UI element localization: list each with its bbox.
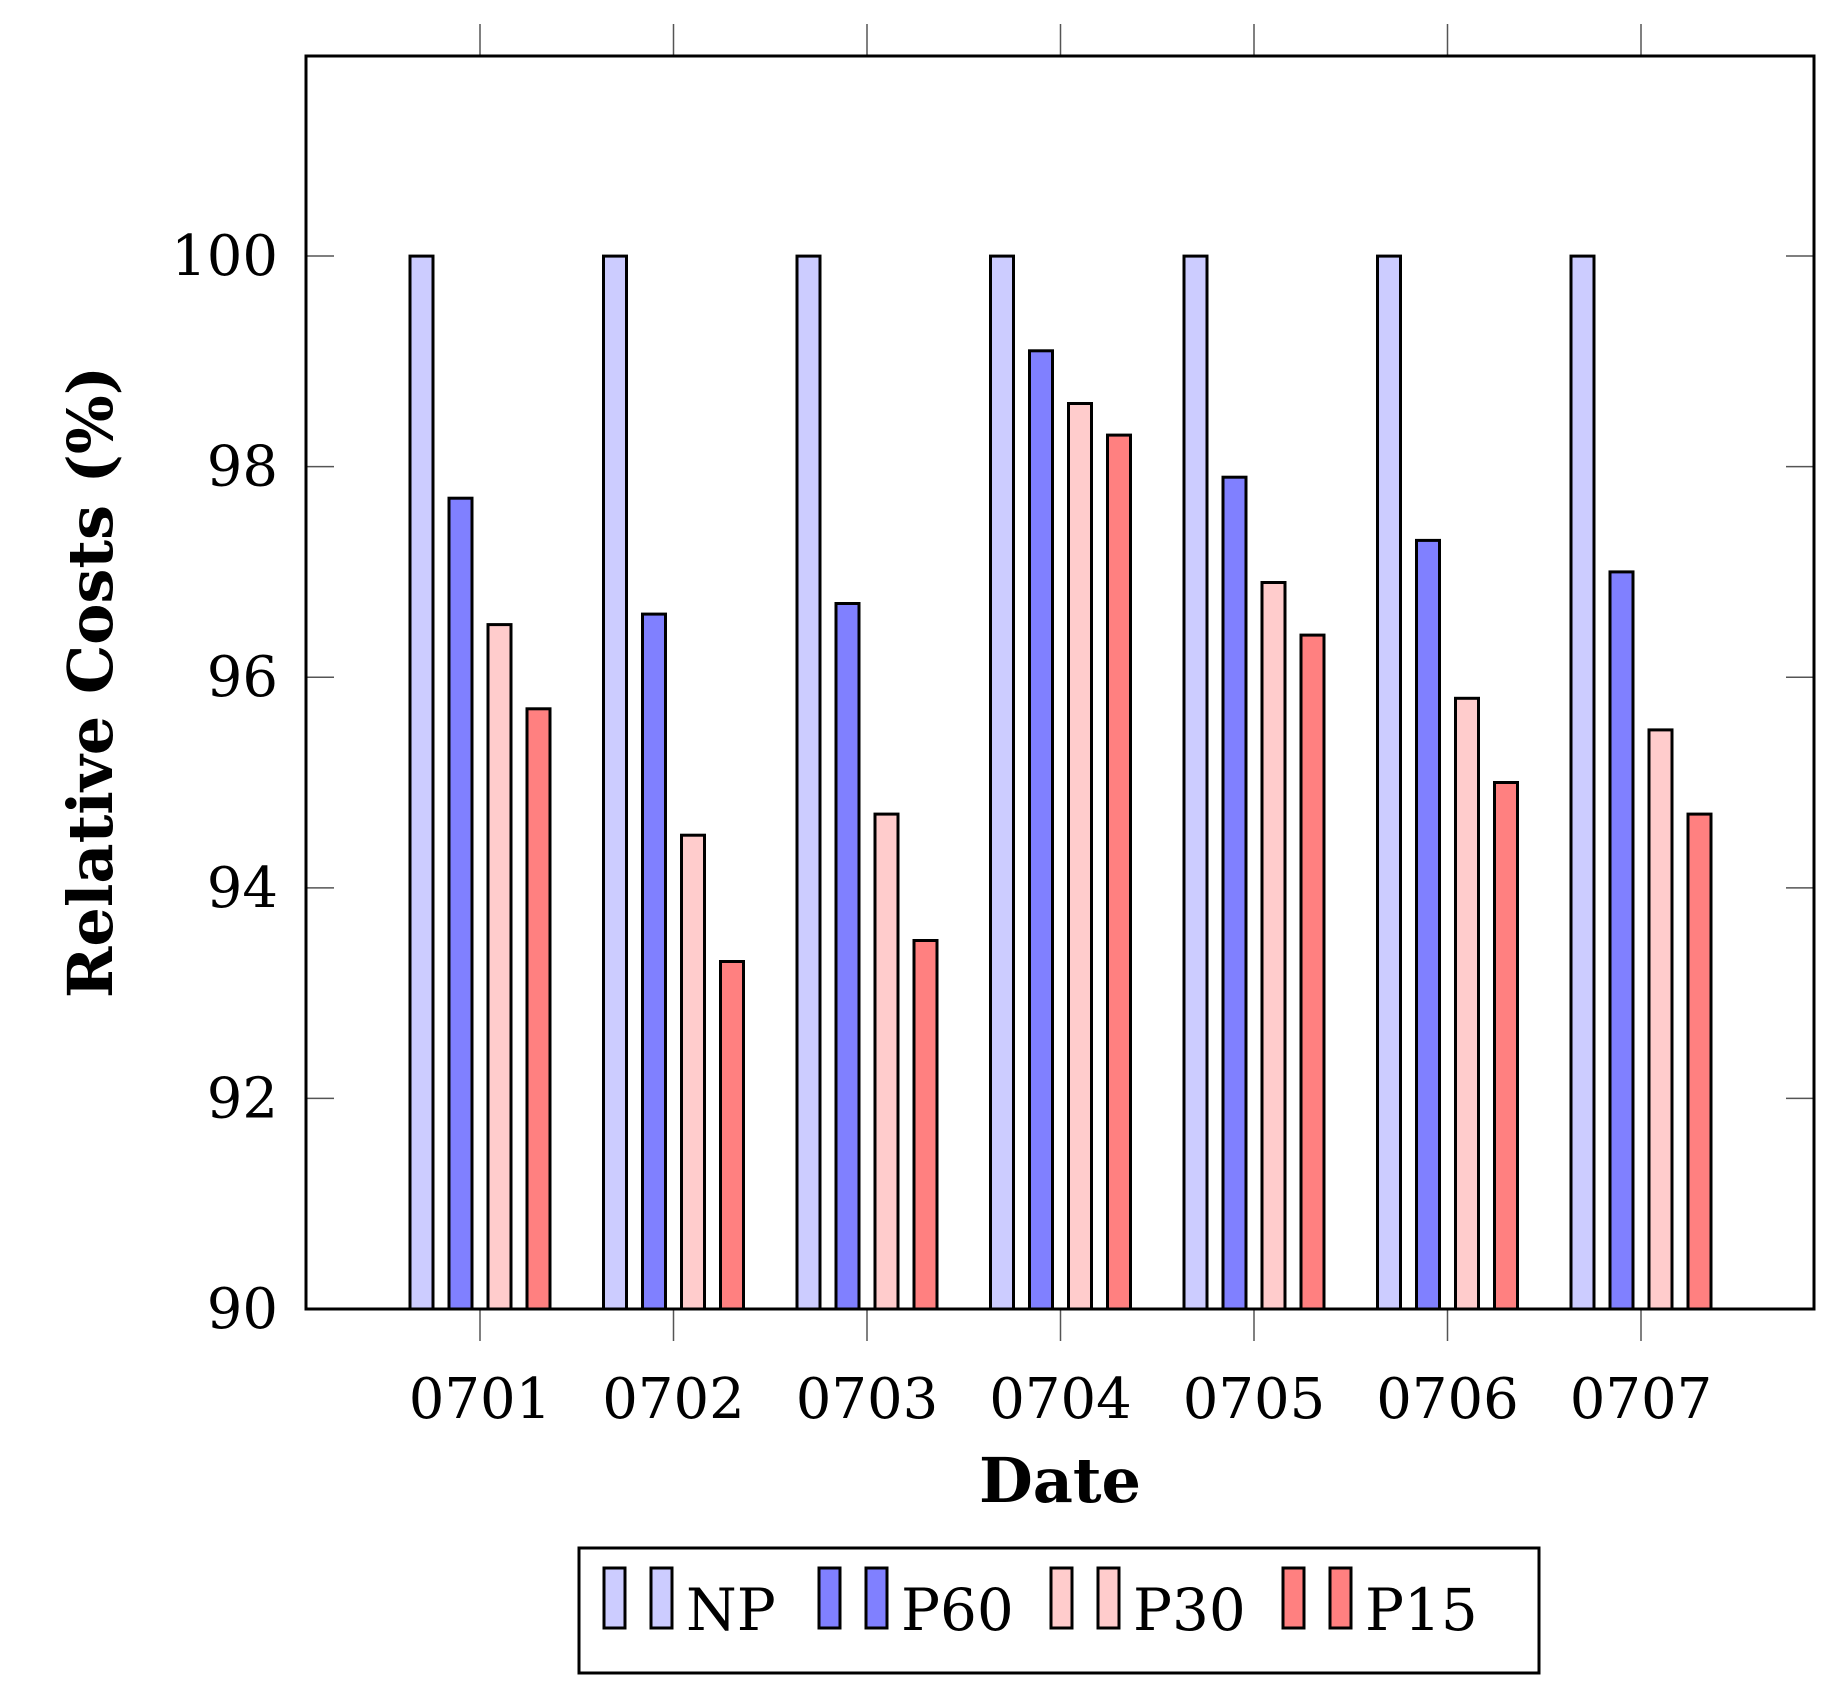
bar-np-0703 (795, 254, 822, 1311)
bar-p60-0701 (447, 496, 474, 1311)
bar-p15-0705 (1299, 633, 1326, 1311)
bar-p15-0702 (719, 960, 745, 1311)
y-axis-label: Relative Costs (%) (54, 366, 127, 998)
x-tick-label-0707: 0707 (1570, 1367, 1713, 1432)
legend-swatch-p15-2 (1328, 1566, 1353, 1630)
legend-swatch-p30-1 (1049, 1566, 1074, 1630)
y-tick-label-98: 98 (207, 435, 278, 500)
legend-label-p60: P60 (901, 1576, 1014, 1644)
bar-np-0706 (1376, 254, 1402, 1311)
legend-label-np: NP (686, 1576, 776, 1644)
bar-np-0701 (408, 254, 435, 1311)
x-tick-labels: 0701 0702 0703 0704 0705 0706 0707 (409, 1367, 1713, 1432)
bar-p30-0706 (1454, 696, 1480, 1311)
y-tick-label-92: 92 (207, 1066, 278, 1131)
bar-np-0707 (1569, 254, 1596, 1311)
axis-ticks (306, 24, 1814, 1341)
legend-swatch-p15-1 (1281, 1566, 1306, 1630)
legend-swatch-p30-2 (1096, 1566, 1121, 1630)
y-tick-label-90: 90 (207, 1277, 278, 1342)
legend-swatch-np-2 (649, 1566, 674, 1630)
bar-p15-0703 (912, 939, 939, 1311)
bar-p15-0701 (525, 707, 552, 1311)
bar-p60-0704 (1028, 349, 1054, 1311)
bar-p15-0707 (1686, 812, 1713, 1311)
bar-p60-0706 (1415, 538, 1441, 1311)
x-tick-label-0706: 0706 (1376, 1367, 1519, 1432)
x-tick-label-0701: 0701 (409, 1367, 552, 1432)
bar-p30-0702 (680, 833, 706, 1311)
bar-p30-0704 (1067, 402, 1093, 1311)
legend-swatch-np-1 (602, 1566, 627, 1630)
bar-p30-0707 (1647, 728, 1674, 1311)
bar-p15-0706 (1493, 781, 1519, 1311)
bar-np-0705 (1182, 254, 1209, 1311)
bar-p60-0703 (834, 602, 861, 1311)
legend-label-p30: P30 (1133, 1576, 1246, 1644)
x-tick-label-0703: 0703 (796, 1367, 939, 1432)
bar-p30-0703 (873, 812, 900, 1311)
legend-swatch-p60-2 (864, 1566, 889, 1630)
bar-p60-0705 (1221, 475, 1248, 1311)
bar-np-0702 (602, 254, 628, 1311)
bar-p60-0707 (1608, 570, 1635, 1311)
y-tick-label-100: 100 (171, 224, 278, 289)
y-tick-label-96: 96 (207, 645, 278, 710)
legend-swatch-p60-1 (817, 1566, 842, 1630)
bar-p30-0701 (486, 623, 513, 1311)
bars-group (408, 254, 1713, 1311)
x-tick-label-0702: 0702 (602, 1367, 745, 1432)
y-tick-label-94: 94 (207, 856, 278, 921)
plot-frame (304, 54, 1816, 1311)
x-tick-label-0705: 0705 (1183, 1367, 1326, 1432)
x-axis-label: Date (979, 1444, 1141, 1517)
bar-p60-0702 (641, 612, 667, 1311)
legend-label-p15: P15 (1365, 1576, 1478, 1644)
x-tick-label-0704: 0704 (989, 1367, 1132, 1432)
bar-p15-0704 (1106, 433, 1132, 1311)
legend: NP P60 P30 P15 (577, 1546, 1541, 1675)
bar-p30-0705 (1260, 581, 1287, 1311)
bar-np-0704 (989, 254, 1015, 1311)
y-tick-labels: 90 92 94 96 98 100 (171, 224, 278, 1342)
legend-items: NP P60 P30 P15 (602, 1566, 1478, 1644)
